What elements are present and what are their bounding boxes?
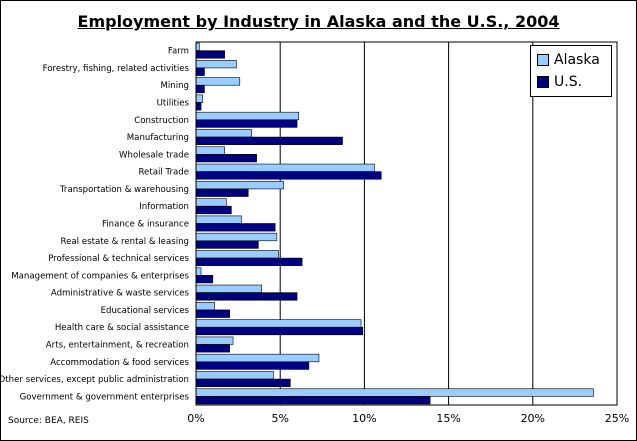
bar-us [195,84,205,94]
bar-alaska [195,111,300,121]
legend-swatch-us [537,76,549,88]
bar-us [195,154,257,163]
bar-alaska [195,94,204,103]
bar-alaska [195,198,227,207]
bar-us [195,67,205,76]
bar-alaska [195,146,225,155]
category-label: Management of companies & enterprises [11,271,189,281]
gridlines [279,42,534,405]
bar-alaska [195,215,242,224]
bar-alaska [195,284,262,293]
category-label: Construction [134,116,189,126]
bar-us [195,223,276,232]
bar-alaska [195,129,252,138]
bar-alaska [195,60,237,69]
legend-swatch-alaska [537,54,549,66]
bar-alaska [195,250,279,259]
chart-title: Employment by Industry in Alaska and the… [77,12,560,31]
bar-us [195,50,225,59]
bar-us [195,205,232,215]
bar-us [195,378,291,387]
bar-us [195,171,382,180]
bar-alaska [195,77,241,86]
bar-us [195,119,298,128]
category-label: Wholesale trade [119,150,189,160]
bar-us [195,257,303,266]
legend: Alaska U.S. [530,45,612,97]
x-tick-label: 0% [187,412,204,425]
bar-us [195,396,431,405]
bar-us [195,275,214,284]
legend-item-alaska: Alaska [537,50,600,70]
x-tick-labels: 0% 5% 10% 15% 20% 25% [187,412,629,425]
x-tick-label: 15% [436,412,460,425]
bar-us [195,326,364,336]
category-label: Other services, except public administra… [0,375,189,385]
bar-alaska [195,42,200,51]
bar-alaska [195,336,234,345]
bar-alaska [195,319,362,328]
x-tick-label: 5% [271,412,288,425]
x-tick-label: 20% [521,412,545,425]
category-label: Information [139,202,189,212]
category-label: Educational services [101,306,190,316]
category-labels: Farm Forestry, fishing, related activitie… [0,47,190,403]
bar-us [195,361,310,370]
plot-area [195,41,618,406]
category-label: Professional & technical services [48,254,189,264]
bar-us [195,309,230,318]
bar-alaska [195,353,320,363]
category-label: Administrative & waste services [51,289,190,299]
bar-us [195,102,202,111]
bar-alaska [195,388,594,397]
bar-alaska [195,371,274,380]
x-tick-label: 10% [352,412,376,425]
category-label: Manufacturing [127,133,189,143]
category-label: Government & government enterprises [20,392,190,402]
bar-alaska [195,163,375,172]
category-label: Arts, entertainment, & recreation [46,341,189,351]
category-label: Transportation & warehousing [59,185,189,195]
bar-alaska [195,302,215,311]
legend-label-alaska: Alaska [554,52,600,68]
x-tick-label: 25% [605,412,629,425]
bar-alaska [195,181,284,190]
category-label: Finance & insurance [102,220,189,230]
legend-label-us: U.S. [554,74,583,90]
bar-us [195,292,298,301]
bar-us [195,188,249,197]
category-label: Accommodation & food services [50,358,189,368]
source-note: Source: BEA, REIS [8,416,89,426]
bars [195,42,594,405]
category-label: Health care & social assistance [55,323,189,333]
category-label: Utilities [157,99,190,109]
bar-us [195,240,259,249]
category-label: Mining [160,81,189,91]
category-label: Retail Trade [138,168,189,178]
category-label: Real estate & rental & leasing [61,237,189,247]
bar-us [195,136,343,145]
bar-us [195,344,230,353]
bar-alaska [195,267,202,276]
category-label: Farm [168,47,189,57]
category-label: Forestry, fishing, related activities [43,64,190,74]
bar-alaska [195,232,278,242]
legend-item-us: U.S. [537,72,582,92]
